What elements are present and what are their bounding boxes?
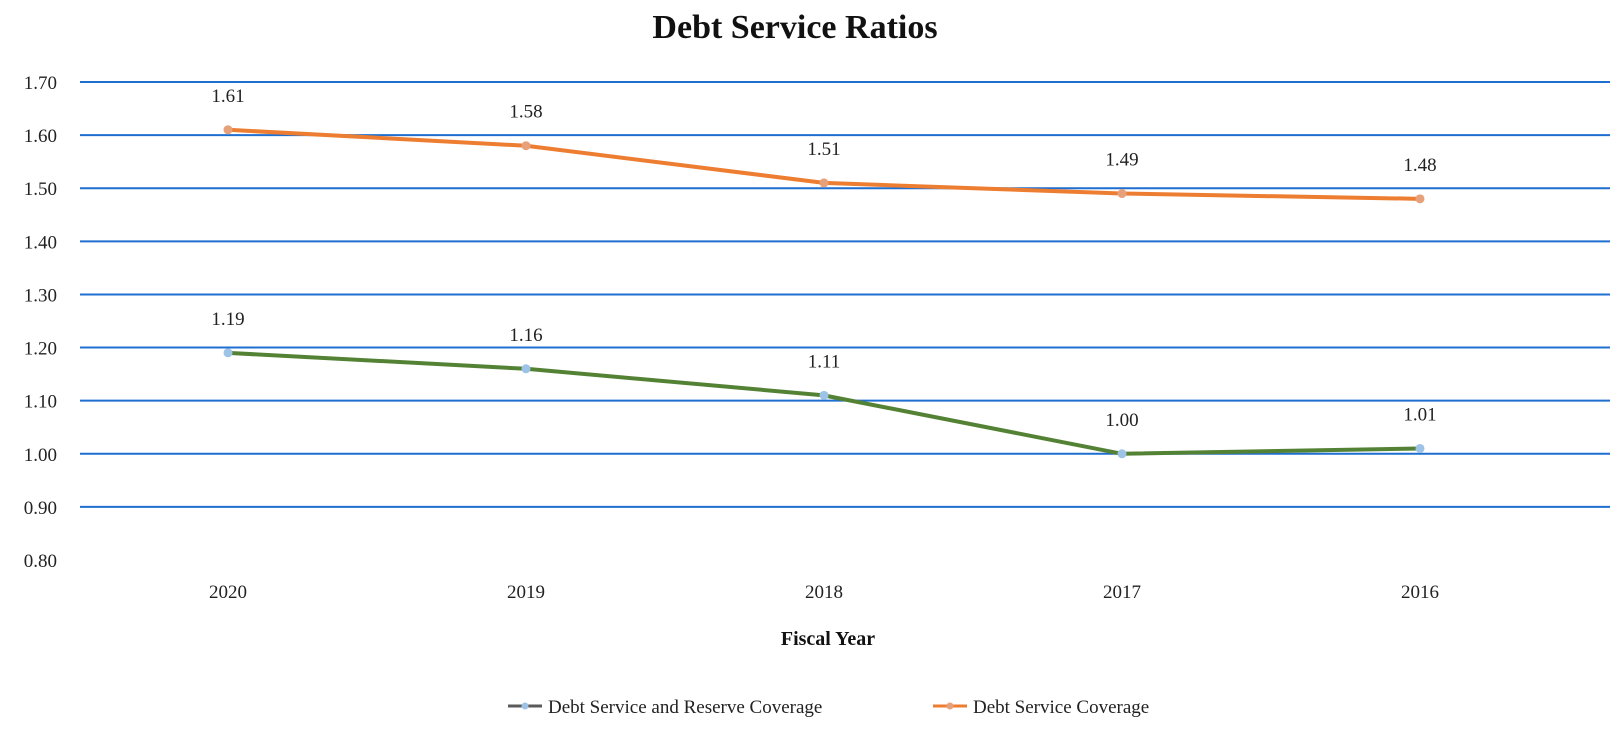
data-point bbox=[1117, 449, 1127, 459]
legend-label: Debt Service Coverage bbox=[973, 697, 1149, 718]
data-label: 1.01 bbox=[1403, 404, 1436, 425]
legend: Debt Service and Reserve Coverage Debt Se… bbox=[508, 697, 1149, 718]
series-lines bbox=[223, 125, 1425, 459]
legend-label: Debt Service and Reserve Coverage bbox=[548, 697, 822, 718]
data-point bbox=[223, 125, 233, 135]
data-point bbox=[819, 390, 829, 400]
data-label: 1.48 bbox=[1403, 155, 1436, 176]
legend-marker bbox=[946, 702, 954, 710]
y-tick-label: 0.90 bbox=[24, 498, 57, 519]
data-label: 1.00 bbox=[1105, 410, 1138, 431]
data-point bbox=[521, 141, 531, 151]
y-tick-label: 1.40 bbox=[24, 232, 57, 253]
y-tick-label: 1.20 bbox=[24, 339, 57, 360]
data-point bbox=[521, 364, 531, 374]
data-label: 1.19 bbox=[211, 309, 244, 330]
y-tick-label: 1.70 bbox=[24, 73, 57, 94]
legend-marker bbox=[521, 702, 529, 710]
y-tick-label: 1.00 bbox=[24, 445, 57, 466]
y-axis-ticks: 1.70 1.60 1.50 1.40 1.30 1.20 1.10 1.00 0.90 0.80 bbox=[24, 73, 57, 572]
data-point bbox=[819, 178, 829, 188]
gridlines bbox=[80, 81, 1610, 508]
x-axis-ticks: 2020 2019 2018 2017 2016 bbox=[209, 582, 1439, 603]
chart-title: Debt Service Ratios bbox=[652, 9, 937, 46]
data-point bbox=[1415, 443, 1425, 453]
data-label: 1.11 bbox=[808, 351, 841, 372]
y-tick-label: 1.10 bbox=[24, 392, 57, 413]
data-point bbox=[223, 348, 233, 358]
data-labels: 1.19 1.16 1.11 1.00 1.01 1.61 1.58 1.51 1.49 1.48 bbox=[211, 86, 1436, 431]
x-tick-label: 2018 bbox=[805, 582, 843, 603]
y-tick-label: 0.80 bbox=[24, 551, 57, 572]
data-label: 1.51 bbox=[807, 139, 840, 160]
x-axis-title: Fiscal Year bbox=[781, 628, 875, 650]
data-label: 1.16 bbox=[509, 325, 542, 346]
data-label: 1.61 bbox=[211, 86, 244, 107]
y-tick-label: 1.30 bbox=[24, 285, 57, 306]
data-point bbox=[1415, 194, 1425, 204]
data-label: 1.49 bbox=[1105, 150, 1138, 171]
x-tick-label: 2020 bbox=[209, 582, 247, 603]
x-tick-label: 2016 bbox=[1401, 582, 1439, 603]
x-tick-label: 2019 bbox=[507, 582, 545, 603]
y-tick-label: 1.50 bbox=[24, 179, 57, 200]
x-tick-label: 2017 bbox=[1103, 582, 1141, 603]
data-label: 1.58 bbox=[509, 102, 542, 123]
y-tick-label: 1.60 bbox=[24, 126, 57, 147]
data-point bbox=[1117, 189, 1127, 199]
